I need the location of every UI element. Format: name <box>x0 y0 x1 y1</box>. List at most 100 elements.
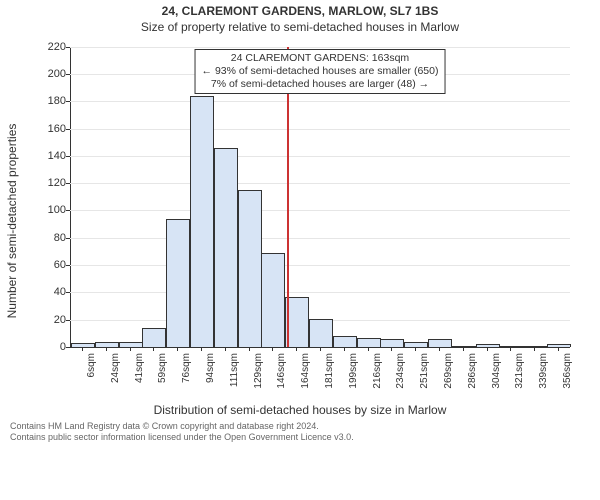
x-tick-label: 24sqm <box>110 353 121 397</box>
x-tick-mark <box>320 347 321 351</box>
histogram-bar <box>357 338 381 347</box>
gridline <box>70 47 570 48</box>
histogram-bar <box>71 343 95 347</box>
page-subtitle: Size of property relative to semi-detach… <box>0 20 600 34</box>
histogram-bar <box>214 148 238 347</box>
y-tick-label: 140 <box>40 150 66 162</box>
y-tick-label: 120 <box>40 177 66 189</box>
x-tick-mark <box>130 347 131 351</box>
histogram-bar <box>95 342 119 347</box>
x-tick-mark <box>272 347 273 351</box>
x-tick-label: 94sqm <box>205 353 216 397</box>
x-tick-label: 164sqm <box>300 353 311 397</box>
y-tick-label: 100 <box>40 204 66 216</box>
y-tick-mark <box>66 265 70 266</box>
y-axis-label: Number of semi-detached properties <box>5 123 19 318</box>
y-tick-mark <box>66 156 70 157</box>
chart-container: Number of semi-detached properties 24 CL… <box>20 41 580 401</box>
x-tick-mark <box>249 347 250 351</box>
x-tick-mark <box>153 347 154 351</box>
x-tick-mark <box>368 347 369 351</box>
x-tick-mark <box>82 347 83 351</box>
gridline <box>70 292 570 293</box>
x-tick-label: 321sqm <box>514 353 525 397</box>
x-tick-mark <box>439 347 440 351</box>
gridline <box>70 101 570 102</box>
y-tick-mark <box>66 320 70 321</box>
x-tick-mark <box>225 347 226 351</box>
gridline <box>70 238 570 239</box>
x-tick-mark <box>106 347 107 351</box>
annotation-line-3: 7% of semi-detached houses are larger (4… <box>202 78 439 91</box>
x-tick-mark <box>510 347 511 351</box>
gridline <box>70 210 570 211</box>
x-tick-label: 269sqm <box>443 353 454 397</box>
y-tick-mark <box>66 238 70 239</box>
x-tick-label: 111sqm <box>229 353 240 397</box>
y-tick-label: 160 <box>40 123 66 135</box>
histogram-bar <box>261 253 285 347</box>
x-tick-label: 286sqm <box>467 353 478 397</box>
page-title: 24, CLAREMONT GARDENS, MARLOW, SL7 1BS <box>0 4 600 18</box>
x-tick-mark <box>296 347 297 351</box>
y-tick-mark <box>66 101 70 102</box>
y-tick-label: 40 <box>40 286 66 298</box>
x-tick-label: 6sqm <box>86 353 97 397</box>
x-tick-mark <box>391 347 392 351</box>
annotation-box: 24 CLAREMONT GARDENS: 163sqm ← 93% of se… <box>195 49 446 94</box>
x-tick-mark <box>415 347 416 351</box>
x-tick-mark <box>344 347 345 351</box>
x-tick-label: 234sqm <box>395 353 406 397</box>
histogram-bar <box>190 96 214 347</box>
x-axis-label: Distribution of semi-detached houses by … <box>0 403 600 417</box>
gridline <box>70 129 570 130</box>
gridline <box>70 183 570 184</box>
y-tick-mark <box>66 74 70 75</box>
x-tick-label: 41sqm <box>134 353 145 397</box>
y-axis-line <box>70 47 71 347</box>
y-tick-mark <box>66 129 70 130</box>
x-tick-label: 181sqm <box>324 353 335 397</box>
y-tick-label: 20 <box>40 314 66 326</box>
histogram-bar <box>404 342 428 347</box>
footer: Contains HM Land Registry data © Crown c… <box>10 421 590 444</box>
x-tick-mark <box>177 347 178 351</box>
y-tick-label: 200 <box>40 68 66 80</box>
histogram-bar <box>166 219 190 347</box>
x-tick-mark <box>463 347 464 351</box>
histogram-bar <box>380 339 404 347</box>
histogram-bar <box>285 297 309 347</box>
plot-area: 24 CLAREMONT GARDENS: 163sqm ← 93% of se… <box>70 47 570 347</box>
x-tick-mark <box>487 347 488 351</box>
x-tick-label: 59sqm <box>157 353 168 397</box>
y-tick-label: 60 <box>40 259 66 271</box>
y-tick-label: 0 <box>40 341 66 353</box>
histogram-bar <box>119 342 143 347</box>
x-tick-mark <box>201 347 202 351</box>
x-tick-label: 216sqm <box>372 353 383 397</box>
y-tick-label: 180 <box>40 95 66 107</box>
histogram-bar <box>142 328 166 347</box>
x-tick-label: 339sqm <box>538 353 549 397</box>
x-tick-mark <box>558 347 559 351</box>
histogram-bar <box>476 344 500 346</box>
annotation-line-1: 24 CLAREMONT GARDENS: 163sqm <box>202 52 439 65</box>
y-tick-mark <box>66 183 70 184</box>
y-tick-label: 220 <box>40 41 66 53</box>
y-tick-mark <box>66 47 70 48</box>
x-tick-mark <box>534 347 535 351</box>
x-tick-label: 146sqm <box>276 353 287 397</box>
y-tick-mark <box>66 347 70 348</box>
x-tick-label: 251sqm <box>419 353 430 397</box>
annotation-line-2: ← 93% of semi-detached houses are smalle… <box>202 65 439 78</box>
y-tick-label: 80 <box>40 232 66 244</box>
x-tick-label: 356sqm <box>562 353 573 397</box>
x-tick-label: 199sqm <box>348 353 359 397</box>
footer-line-2: Contains public sector information licen… <box>10 432 590 443</box>
histogram-bar <box>238 190 262 346</box>
x-tick-label: 304sqm <box>491 353 502 397</box>
histogram-bar <box>547 344 571 346</box>
x-tick-label: 129sqm <box>253 353 264 397</box>
histogram-bar <box>428 339 452 347</box>
footer-line-1: Contains HM Land Registry data © Crown c… <box>10 421 590 432</box>
